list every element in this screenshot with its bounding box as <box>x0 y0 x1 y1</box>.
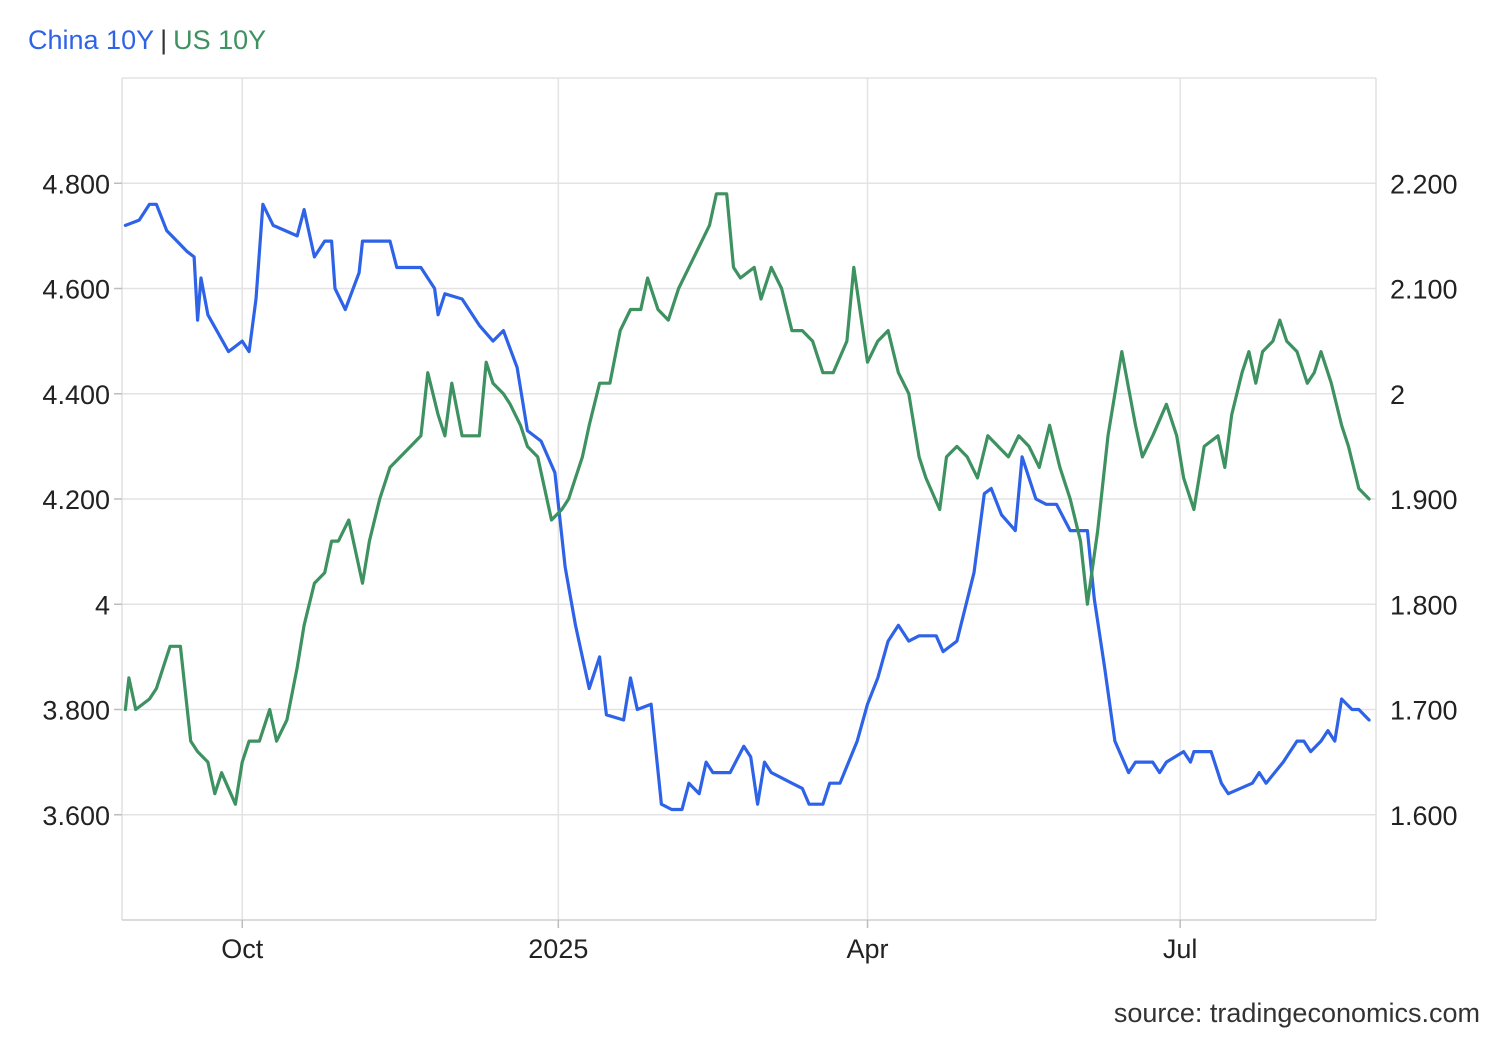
x-tick-label: Jul <box>1163 934 1198 964</box>
legend-us[interactable]: US 10Y <box>173 25 267 55</box>
horizontal-gridlines <box>122 77 1376 816</box>
left-tick-label: 4.400 <box>42 380 110 410</box>
x-tick-label: 2025 <box>528 934 588 964</box>
series-line-us-10y <box>123 202 1371 812</box>
right-tick-label: 2.200 <box>1390 169 1458 199</box>
legend-china[interactable]: China 10Y <box>28 25 155 55</box>
right-tick-label: 1.900 <box>1390 485 1458 515</box>
legend-separator: | <box>160 25 168 55</box>
right-axis-ticks: 1.600 1.700 1.800 1.900 2 2.100 2.200 <box>1390 169 1458 831</box>
right-tick-label: 1.600 <box>1390 801 1458 831</box>
series-line-china-10y <box>123 192 1371 806</box>
right-tick-label: 2.100 <box>1390 275 1458 305</box>
right-tick-label: 1.700 <box>1390 696 1458 726</box>
right-tick-label: 2 <box>1390 380 1405 410</box>
x-tick-label: Apr <box>847 934 889 964</box>
left-tick-label: 3.600 <box>42 801 110 831</box>
vertical-gridlines <box>241 78 1181 920</box>
left-tick-label: 4.600 <box>42 275 110 305</box>
left-axis-ticks: 3.600 3.800 4 4.200 4.400 4.600 4.800 <box>42 169 122 831</box>
left-tick-label: 4.200 <box>42 485 110 515</box>
chart-legend: China 10Y | US 10Y <box>28 24 266 56</box>
x-tick-label: Oct <box>221 934 264 964</box>
series-lines <box>123 192 1371 812</box>
left-tick-label: 4.800 <box>42 169 110 199</box>
left-tick-label: 4 <box>95 590 110 620</box>
x-axis-ticks: Oct 2025 Apr Jul <box>221 920 1197 964</box>
left-tick-label: 3.800 <box>42 696 110 726</box>
source-credit: source: tradingeconomics.com <box>1113 998 1480 1028</box>
right-tick-label: 1.800 <box>1390 590 1458 620</box>
